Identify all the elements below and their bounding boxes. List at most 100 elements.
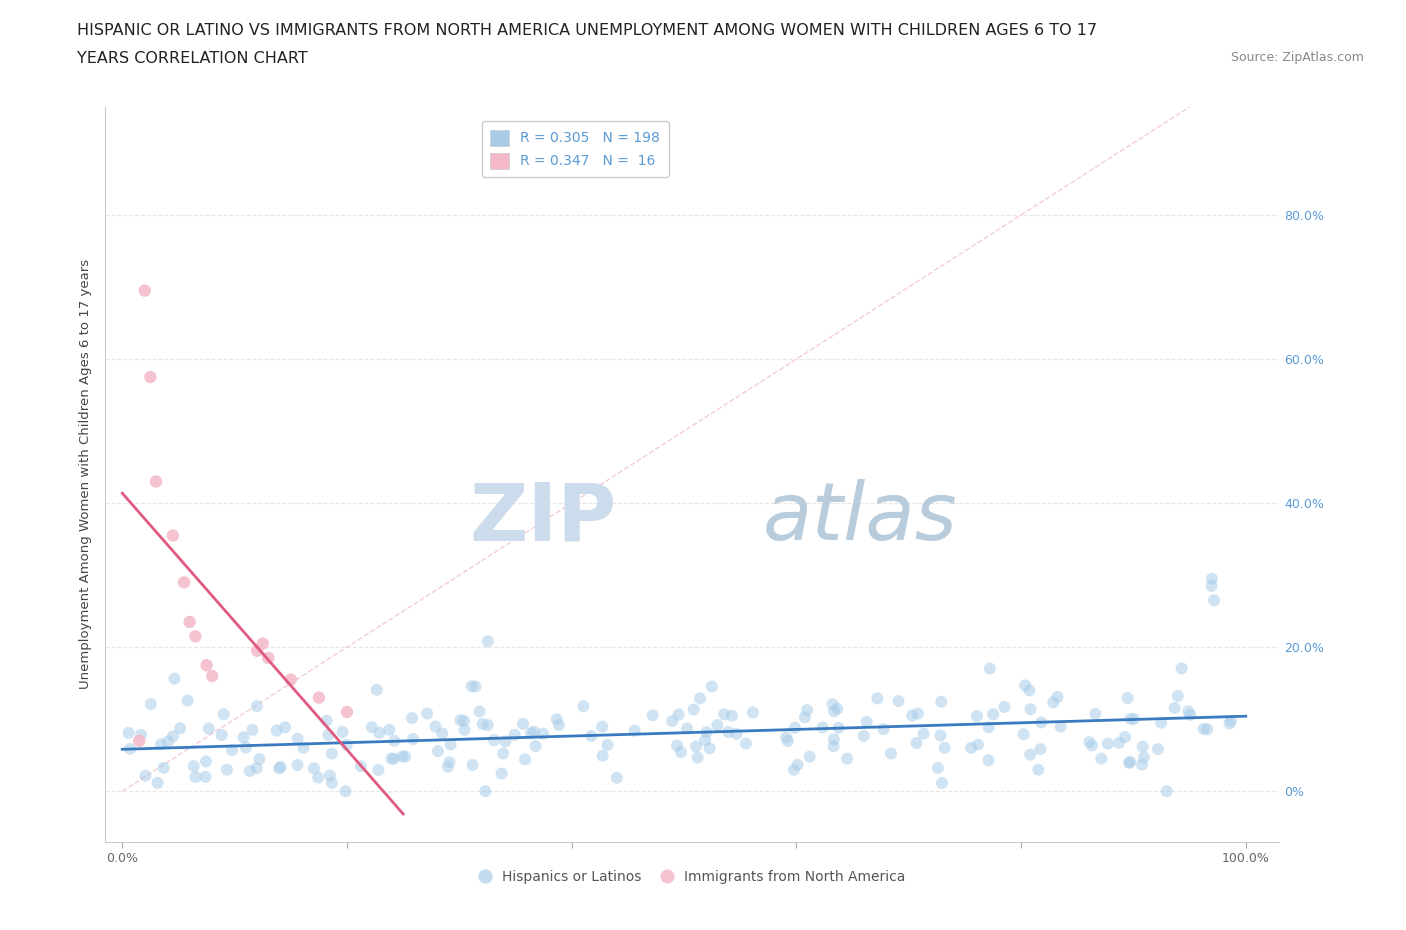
Point: [661, 713, 683, 728]
Point: [1180, 708, 1202, 723]
Point: [966, 709, 988, 724]
Point: [979, 661, 1001, 676]
Point: [267, 761, 290, 776]
Point: [439, 737, 461, 752]
Point: [179, 615, 201, 630]
Point: [239, 764, 262, 778]
Point: [696, 724, 718, 739]
Point: [321, 746, 343, 761]
Point: [811, 720, 834, 735]
Point: [162, 528, 184, 543]
Point: [1133, 750, 1156, 764]
Point: [1014, 678, 1036, 693]
Point: [247, 751, 270, 766]
Point: [194, 769, 217, 784]
Point: [1019, 747, 1042, 762]
Point: [474, 784, 496, 799]
Point: [437, 760, 460, 775]
Point: [128, 734, 150, 749]
Point: [274, 720, 297, 735]
Point: [394, 750, 416, 764]
Point: [793, 710, 815, 724]
Point: [152, 761, 174, 776]
Y-axis label: Unemployment Among Women with Children Ages 6 to 17 years: Unemployment Among Women with Children A…: [79, 259, 93, 689]
Point: [176, 693, 198, 708]
Point: [546, 711, 568, 726]
Point: [524, 738, 547, 753]
Text: atlas: atlas: [763, 479, 957, 557]
Point: [332, 724, 354, 739]
Point: [468, 704, 491, 719]
Point: [1019, 702, 1042, 717]
Point: [382, 751, 405, 766]
Point: [852, 728, 875, 743]
Point: [134, 768, 156, 783]
Point: [308, 690, 330, 705]
Point: [721, 709, 744, 724]
Legend: Hispanics or Latinos, Immigrants from North America: Hispanics or Latinos, Immigrants from No…: [474, 865, 911, 890]
Point: [572, 698, 595, 713]
Point: [887, 694, 910, 709]
Point: [666, 738, 689, 753]
Point: [378, 723, 401, 737]
Point: [482, 733, 505, 748]
Point: [799, 750, 821, 764]
Point: [1042, 695, 1064, 710]
Point: [623, 724, 645, 738]
Point: [531, 726, 554, 741]
Point: [1018, 683, 1040, 698]
Point: [967, 737, 990, 752]
Point: [823, 704, 845, 719]
Point: [1114, 729, 1136, 744]
Point: [1167, 688, 1189, 703]
Point: [796, 703, 818, 718]
Point: [1116, 690, 1139, 705]
Point: [453, 713, 475, 728]
Point: [669, 745, 692, 760]
Point: [266, 724, 288, 738]
Point: [1192, 722, 1215, 737]
Point: [960, 740, 983, 755]
Point: [880, 746, 903, 761]
Point: [872, 722, 894, 737]
Point: [319, 768, 342, 783]
Point: [1012, 726, 1035, 741]
Point: [495, 734, 517, 749]
Point: [252, 636, 274, 651]
Point: [783, 721, 806, 736]
Point: [287, 731, 309, 746]
Point: [786, 757, 808, 772]
Point: [682, 702, 704, 717]
Point: [139, 369, 162, 384]
Point: [246, 644, 269, 658]
Point: [162, 729, 184, 744]
Point: [1177, 704, 1199, 719]
Point: [460, 679, 482, 694]
Point: [700, 679, 723, 694]
Point: [315, 713, 337, 728]
Point: [134, 284, 156, 299]
Point: [477, 633, 499, 648]
Point: [1163, 700, 1185, 715]
Point: [503, 727, 526, 742]
Point: [689, 691, 711, 706]
Point: [1028, 763, 1050, 777]
Point: [1202, 593, 1225, 608]
Point: [1150, 715, 1173, 730]
Point: [195, 658, 218, 672]
Point: [335, 784, 357, 799]
Point: [449, 712, 471, 727]
Point: [783, 763, 806, 777]
Point: [1049, 719, 1071, 734]
Point: [120, 741, 142, 756]
Point: [855, 714, 877, 729]
Point: [725, 726, 748, 741]
Point: [685, 739, 707, 754]
Point: [439, 755, 461, 770]
Text: YEARS CORRELATION CHART: YEARS CORRELATION CHART: [77, 51, 308, 66]
Point: [676, 721, 699, 736]
Point: [1132, 739, 1154, 754]
Point: [197, 721, 219, 736]
Point: [827, 701, 849, 716]
Point: [432, 726, 454, 741]
